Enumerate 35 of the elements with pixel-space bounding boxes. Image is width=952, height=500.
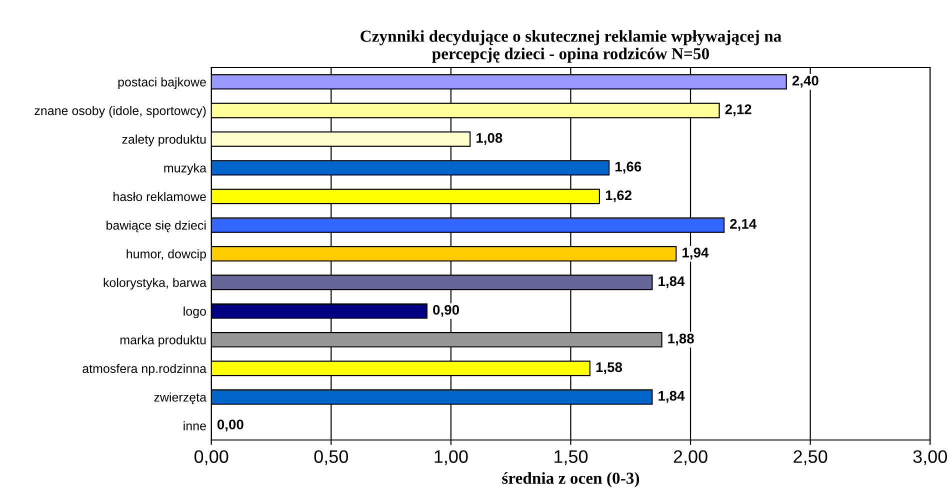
data-label: 0,90 bbox=[433, 304, 459, 317]
data-label: 1,08 bbox=[476, 133, 502, 145]
data-label: 0,00 bbox=[217, 420, 244, 432]
x-tick-label: 1,00 bbox=[434, 450, 468, 466]
data-label: 1,88 bbox=[668, 334, 694, 346]
y-tick-label: humor, dowcip bbox=[126, 249, 206, 261]
data-label: 2,14 bbox=[730, 218, 757, 231]
y-tick-label: bawiące się dzieci bbox=[106, 220, 206, 232]
y-tick-label: marka produktu bbox=[120, 335, 206, 347]
data-label: 1,58 bbox=[596, 362, 622, 374]
chart-title: Czynniki decydujące o skutecznej reklamie wpływającej na percepcję dzieci - opina rodziców N=50 bbox=[360, 30, 782, 63]
y-tick-label: znane osoby (idole, sportowcy) bbox=[34, 106, 206, 118]
x-tick-label: 2,00 bbox=[674, 450, 708, 466]
y-tick-label: zwierzęta bbox=[154, 392, 206, 404]
data-label: 1,66 bbox=[615, 162, 642, 174]
data-label: 2,12 bbox=[725, 104, 752, 116]
y-tick-label: inne bbox=[184, 421, 206, 430]
x-tick-label: 1,50 bbox=[554, 450, 588, 466]
x-tick-label: 2,50 bbox=[794, 450, 828, 466]
x-tick-label: 0,50 bbox=[314, 450, 348, 466]
y-tick-label: muzyka bbox=[164, 163, 206, 175]
x-tick-label: 3,00 bbox=[913, 450, 947, 466]
y-tick-label: zalety produktu bbox=[122, 134, 206, 146]
x-axis-title: średnia z ocen (0-3) bbox=[502, 472, 640, 488]
data-label: 1,84 bbox=[658, 390, 685, 403]
data-label: 2,40 bbox=[792, 76, 818, 88]
y-tick-label: postaci bajkowe bbox=[118, 77, 206, 89]
data-label: 1,84 bbox=[658, 276, 685, 288]
data-label: 1,62 bbox=[606, 190, 632, 202]
data-label: 1,94 bbox=[682, 248, 709, 260]
y-tick-label: logo bbox=[184, 306, 206, 318]
y-tick-label: hasło reklamowe bbox=[114, 192, 206, 202]
y-tick-label: kolorystyka, barwa bbox=[104, 278, 206, 290]
x-tick-label: 0,00 bbox=[194, 450, 228, 466]
y-tick-label: atmosfera np.rodzinna bbox=[82, 364, 206, 376]
